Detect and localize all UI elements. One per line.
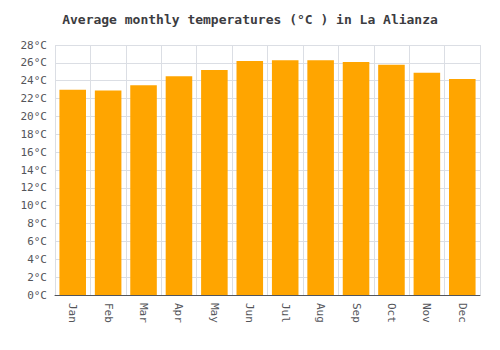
svg-text:8°C: 8°C <box>27 217 47 230</box>
svg-text:Jan: Jan <box>66 303 79 323</box>
svg-text:2°C: 2°C <box>27 271 47 284</box>
svg-text:16°C: 16°C <box>21 146 48 159</box>
svg-text:Aug: Aug <box>314 303 327 323</box>
svg-text:May: May <box>208 303 221 323</box>
svg-text:14°C: 14°C <box>21 164 48 177</box>
svg-text:Mar: Mar <box>137 303 150 323</box>
svg-text:Average monthly temperatures (: Average monthly temperatures (°C ) in La… <box>62 12 438 27</box>
svg-text:12°C: 12°C <box>21 181 48 194</box>
svg-text:Apr: Apr <box>172 303 185 323</box>
svg-text:Dec: Dec <box>456 303 469 323</box>
svg-text:18°C: 18°C <box>21 128 48 141</box>
svg-text:Jul: Jul <box>279 303 292 323</box>
svg-text:28°C: 28°C <box>21 39 48 52</box>
svg-text:22°C: 22°C <box>21 92 48 105</box>
svg-text:20°C: 20°C <box>21 110 48 123</box>
svg-text:10°C: 10°C <box>21 199 48 212</box>
svg-text:Jun: Jun <box>243 303 256 323</box>
svg-text:Oct: Oct <box>385 303 398 323</box>
svg-text:0°C: 0°C <box>27 289 47 302</box>
svg-text:Sep: Sep <box>350 303 363 323</box>
svg-text:Nov: Nov <box>420 303 433 323</box>
svg-text:6°C: 6°C <box>27 235 47 248</box>
svg-text:4°C: 4°C <box>27 253 47 266</box>
svg-text:24°C: 24°C <box>21 74 48 87</box>
svg-text:Feb: Feb <box>102 303 115 323</box>
svg-text:26°C: 26°C <box>21 56 48 69</box>
